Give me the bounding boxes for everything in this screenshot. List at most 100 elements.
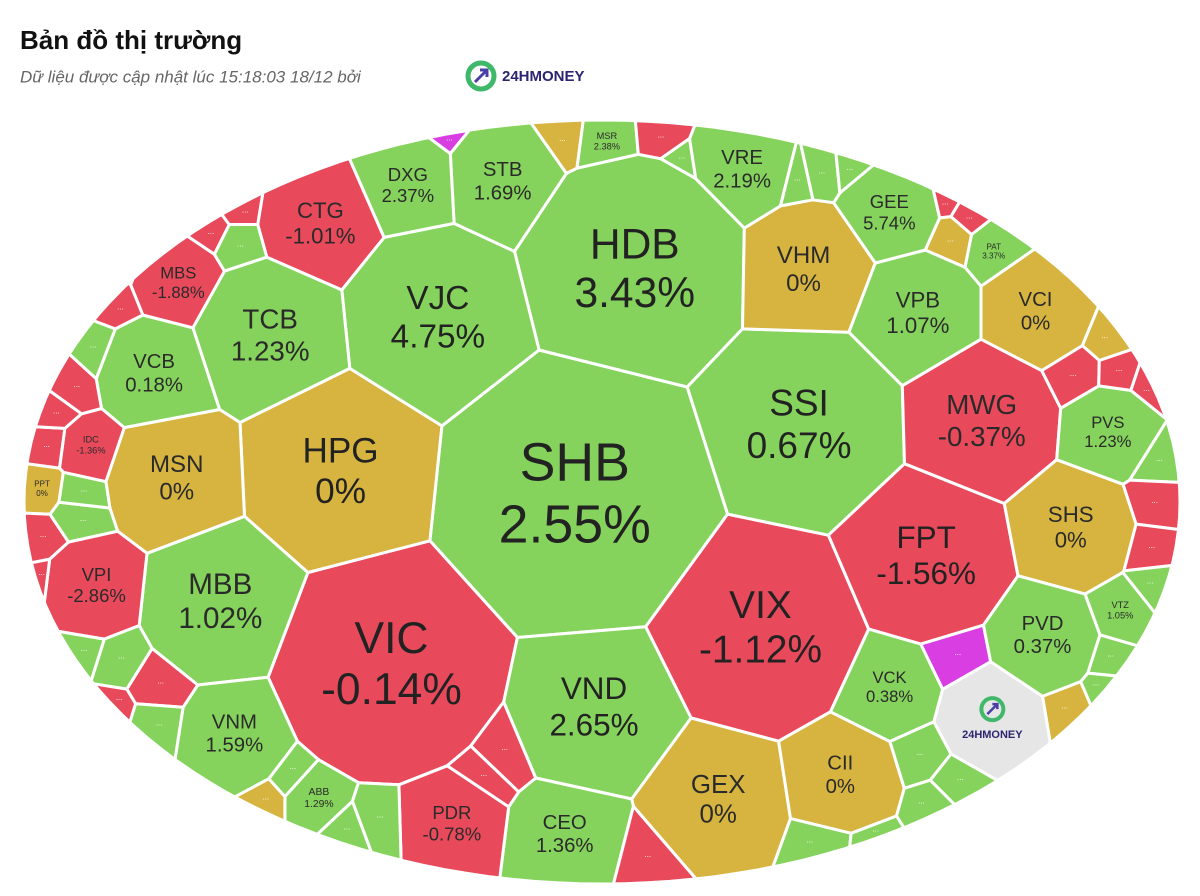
small-label: ... <box>90 340 97 349</box>
small-label: ... <box>481 769 488 778</box>
value-label: -1.88% <box>152 283 205 302</box>
value-label: 0% <box>36 489 48 498</box>
small-cell <box>126 277 135 287</box>
small-label: ... <box>80 485 87 494</box>
value-label: 1.07% <box>886 313 949 338</box>
ticker: CEO <box>543 812 587 834</box>
small-label: ... <box>1147 576 1154 585</box>
ticker: FPT <box>896 520 955 555</box>
ticker: PDR <box>432 802 471 823</box>
small-label: ... <box>954 648 961 657</box>
ticker: VCB <box>133 351 175 373</box>
ticker: VCI <box>1019 289 1053 311</box>
value-label: 1.59% <box>206 735 264 757</box>
small-label: ... <box>118 652 125 661</box>
small-label: ... <box>208 227 215 236</box>
small-label: ... <box>918 796 925 805</box>
small-label: ... <box>242 206 249 215</box>
value-label: 0% <box>159 479 194 506</box>
brand-icon <box>465 60 497 92</box>
small-label: ... <box>947 234 954 243</box>
small-label: ... <box>806 835 813 844</box>
value-label: 0% <box>1055 528 1087 553</box>
value-label: 0.38% <box>866 687 913 706</box>
small-label: ... <box>957 773 964 782</box>
value-label: -2.86% <box>67 585 126 606</box>
ticker: STB <box>483 159 523 181</box>
ticker: PPT <box>34 480 50 489</box>
value-label: 5.74% <box>863 212 915 233</box>
value-label: 1.29% <box>304 799 333 810</box>
value-label: -1.01% <box>285 223 355 248</box>
small-label: ... <box>81 644 88 653</box>
ticker: TCB <box>242 303 298 334</box>
value-label: 1.36% <box>536 835 594 857</box>
small-cell <box>1041 680 1093 745</box>
value-label: 3.43% <box>574 269 695 317</box>
value-label: 0.18% <box>125 374 183 396</box>
small-label: ... <box>794 174 801 183</box>
small-cell <box>633 119 697 161</box>
ticker: CTG <box>297 198 344 223</box>
ticker: VND <box>561 671 627 706</box>
small-cell <box>771 817 853 869</box>
small-label: ... <box>40 530 47 539</box>
small-cell <box>445 744 521 809</box>
value-label: 0% <box>315 472 366 511</box>
ticker: VPI <box>82 564 112 585</box>
ticker: VPB <box>896 287 940 312</box>
cell <box>347 136 456 239</box>
ticker: PVD <box>1022 613 1064 635</box>
ticker: SSI <box>769 383 829 424</box>
value-label: -0.78% <box>423 823 482 844</box>
small-label: ... <box>1061 702 1068 711</box>
ticker: VJC <box>406 280 469 317</box>
small-cell <box>1129 361 1168 421</box>
small-cell <box>1128 419 1181 484</box>
subtitle: Dữ liệu được cập nhật lúc 15:18:03 18/12… <box>20 67 362 86</box>
value-label: 2.37% <box>382 185 434 206</box>
brand-arrow <box>986 702 999 716</box>
small-label: ... <box>344 823 351 832</box>
small-label: ... <box>1101 331 1108 340</box>
value-label: 1.05% <box>1107 611 1133 621</box>
value-label: -0.37% <box>938 421 1026 452</box>
small-cell <box>834 151 875 195</box>
small-label: ... <box>1151 496 1158 505</box>
small-cell <box>267 739 320 798</box>
small-label: ... <box>38 568 45 577</box>
small-label: ... <box>1070 369 1077 378</box>
value-label: 1.23% <box>1084 432 1131 451</box>
ticker: VHM <box>777 242 830 269</box>
ticker: ABB <box>309 787 330 798</box>
small-label: ... <box>847 163 854 172</box>
value-label: 2.55% <box>499 494 651 554</box>
value-label: 0.37% <box>1014 636 1072 658</box>
small-label: ... <box>157 677 164 686</box>
ticker: DXG <box>388 164 428 185</box>
ticker: VRE <box>721 147 763 169</box>
small-label: ... <box>43 440 50 449</box>
small-label: ... <box>80 514 87 523</box>
ticker: VTZ <box>1111 600 1129 610</box>
value-label: 2.65% <box>549 707 638 742</box>
small-label: ... <box>1107 650 1114 659</box>
small-cell <box>779 140 815 208</box>
small-label: ... <box>156 718 163 727</box>
small-cell <box>29 557 52 604</box>
small-cell <box>92 682 138 724</box>
small-label: ... <box>237 240 244 249</box>
ticker: GEE <box>870 191 909 212</box>
value-label: 4.75% <box>391 318 485 355</box>
small-label: ... <box>644 850 651 859</box>
small-label: ... <box>117 303 124 312</box>
ticker: SHB <box>520 433 630 493</box>
ticker: GEX <box>691 771 746 799</box>
small-label: ... <box>1148 541 1155 550</box>
small-label: ... <box>966 211 973 220</box>
value-label: 1.69% <box>474 182 532 204</box>
small-label: ... <box>559 134 566 143</box>
ticker: MSR <box>597 131 618 141</box>
value-label: 0% <box>699 801 736 829</box>
